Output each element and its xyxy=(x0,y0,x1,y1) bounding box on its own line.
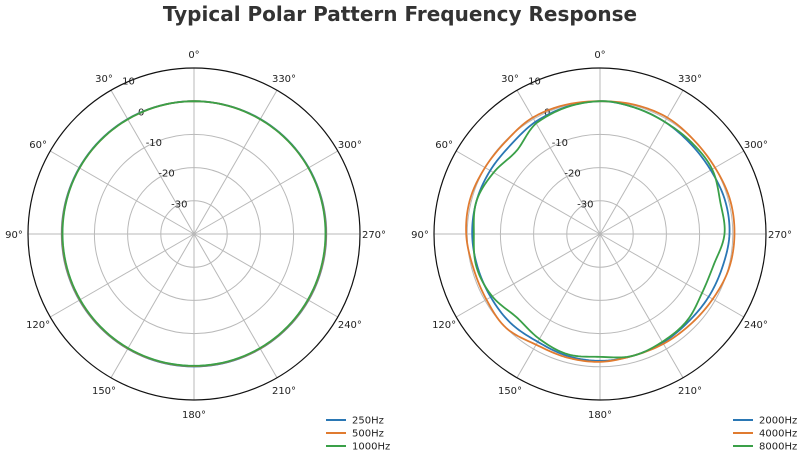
series-line xyxy=(465,100,736,363)
angular-gridline xyxy=(455,233,601,318)
radial-tick-label: -10 xyxy=(146,138,162,149)
angle-tick-label: 240° xyxy=(338,320,362,331)
radial-tick-label: -20 xyxy=(158,169,174,180)
angle-tick-label: 90° xyxy=(5,230,23,241)
angle-tick-label: 60° xyxy=(29,140,47,151)
polar-frame xyxy=(27,67,361,401)
angular-gridline xyxy=(599,89,684,235)
legend-entry: 1000Hz xyxy=(352,442,390,453)
radial-tick-label: -10 xyxy=(552,138,568,149)
radial-tick-label: -20 xyxy=(564,169,580,180)
angle-tick-label: 90° xyxy=(411,230,429,241)
angle-tick-label: 150° xyxy=(92,386,116,397)
angle-tick-label: 0° xyxy=(188,50,199,61)
angle-tick-label: 240° xyxy=(744,320,768,331)
angle-tick-label: 210° xyxy=(272,386,296,397)
radial-tick-label: 10 xyxy=(122,77,135,88)
angular-gridline xyxy=(516,89,601,235)
angle-tick-label: 120° xyxy=(432,320,456,331)
radial-tick-label: -30 xyxy=(577,199,593,210)
angle-tick-label: 330° xyxy=(678,74,702,85)
angular-gridline xyxy=(49,233,195,318)
angle-tick-label: 210° xyxy=(678,386,702,397)
angular-gridline xyxy=(49,150,195,235)
angular-gridline xyxy=(193,233,339,318)
angular-gridline xyxy=(599,150,745,235)
legend-entry: 2000Hz xyxy=(759,416,797,427)
series-line xyxy=(472,100,726,359)
angle-tick-label: 270° xyxy=(362,230,386,241)
legend-entry: 4000Hz xyxy=(759,429,797,440)
angle-tick-label: 60° xyxy=(435,140,453,151)
series-line xyxy=(61,100,327,367)
legend-entry: 8000Hz xyxy=(759,442,797,453)
legend-entry: 250Hz xyxy=(352,416,384,427)
angle-tick-label: 30° xyxy=(95,74,113,85)
angle-tick-label: 180° xyxy=(588,410,612,421)
angle-tick-label: 30° xyxy=(501,74,519,85)
angular-gridline xyxy=(193,233,278,379)
angular-gridline xyxy=(516,233,601,379)
angular-gridline xyxy=(455,150,601,235)
radial-tick-label: 10 xyxy=(528,77,541,88)
angle-tick-label: 180° xyxy=(182,410,206,421)
angular-gridline xyxy=(599,233,745,318)
polar-plot-high-frequencies: 0° 30° 60° 90° 120° 150° 180° 210° 240° 270° 300° 3… xyxy=(411,50,797,453)
angle-tick-label: 150° xyxy=(498,386,522,397)
angle-tick-label: 300° xyxy=(744,140,768,151)
angle-tick-label: 120° xyxy=(26,320,50,331)
radial-tick-label: 0 xyxy=(544,107,550,118)
polar-frame xyxy=(433,67,767,401)
angle-tick-label: 270° xyxy=(768,230,792,241)
angular-gridline xyxy=(193,150,339,235)
legend-entry: 500Hz xyxy=(352,429,384,440)
chart-title: Typical Polar Pattern Frequency Response xyxy=(162,2,638,26)
angular-gridline xyxy=(193,89,278,235)
series-line xyxy=(471,100,731,362)
angle-tick-label: 300° xyxy=(338,140,362,151)
polar-plot-low-frequencies: 0° 30° 60° 90° 120° 150° 180° 210° 240° 270° 300° 3… xyxy=(5,50,390,453)
angular-gridline xyxy=(599,233,684,379)
angle-tick-label: 330° xyxy=(272,74,296,85)
radial-tick-label: -30 xyxy=(171,199,187,210)
angle-tick-label: 0° xyxy=(594,50,605,61)
angular-gridline xyxy=(110,89,195,235)
angular-gridline xyxy=(110,233,195,379)
